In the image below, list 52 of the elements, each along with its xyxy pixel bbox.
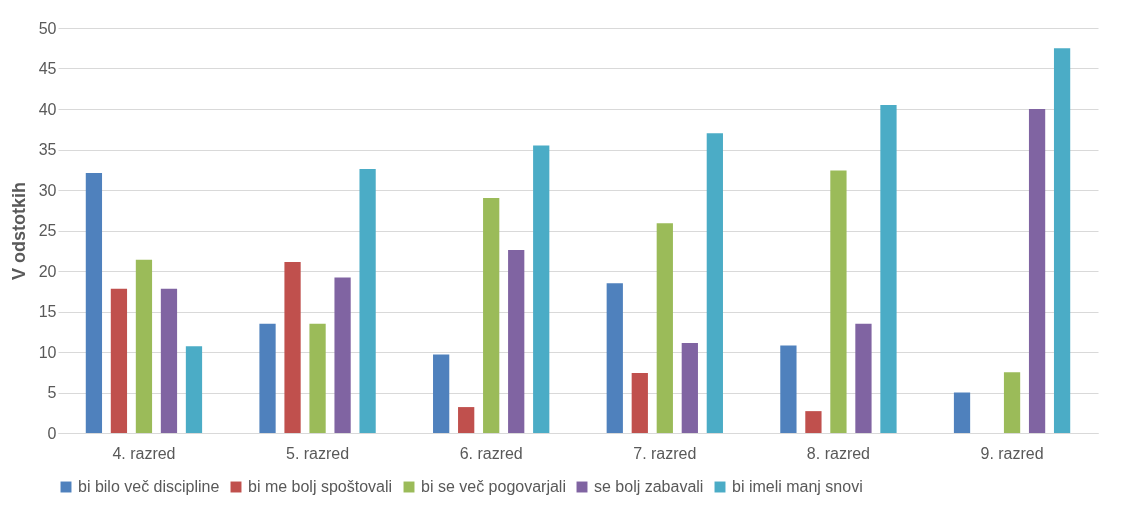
y-tick-label: 0 (47, 424, 57, 442)
bar (656, 223, 673, 433)
legend-label: bi me bolj spoštovali (248, 478, 393, 495)
legend-label: bi imeli manj snovi (732, 478, 863, 495)
y-tick-label: 15 (38, 303, 57, 320)
bar (533, 145, 550, 433)
y-tick-label: 10 (38, 343, 57, 361)
y-axis-title: V odstotkih (8, 182, 29, 280)
x-tick-label: 5. razred (286, 444, 350, 462)
y-tick-label: 5 (47, 384, 57, 401)
legend-label: bi se več pogovarjali (421, 478, 566, 495)
bar (259, 323, 276, 433)
x-tick-label: 6. razred (459, 444, 523, 462)
bar (681, 343, 698, 433)
bar (284, 262, 301, 433)
bar (805, 411, 822, 433)
bar (334, 277, 351, 433)
x-tick-label: 9. razred (980, 444, 1044, 462)
bar (309, 323, 326, 433)
legend-label: se bolj zabavali (594, 478, 704, 495)
y-tick-label: 40 (38, 100, 57, 118)
y-tick-label: 25 (38, 222, 57, 239)
bar (359, 168, 376, 433)
x-tick-label: 7. razred (633, 444, 697, 462)
legend-label: bi bilo več discipline (78, 478, 220, 495)
bar (1053, 48, 1071, 433)
bar (458, 407, 475, 433)
bar (606, 283, 623, 433)
bar (160, 288, 178, 433)
bar (483, 198, 500, 433)
bar (706, 133, 723, 433)
y-tick-label: 20 (38, 262, 57, 280)
bar (855, 323, 872, 433)
x-tick-label: 8. razred (806, 444, 870, 462)
bar (631, 373, 648, 433)
bar (1003, 372, 1021, 433)
bar (953, 392, 971, 433)
bar (1028, 109, 1046, 433)
bar (433, 354, 450, 433)
bar (85, 172, 103, 433)
bar (110, 288, 128, 433)
bar (780, 345, 797, 433)
bar (880, 104, 897, 433)
y-tick-label: 50 (38, 19, 57, 37)
bar (830, 170, 847, 433)
bar (508, 249, 525, 433)
x-tick-label: 4. razred (112, 444, 176, 462)
bar (135, 259, 153, 433)
bar (185, 346, 203, 433)
y-tick-label: 45 (38, 60, 57, 77)
y-tick-label: 30 (38, 181, 57, 199)
y-tick-label: 35 (38, 141, 57, 158)
